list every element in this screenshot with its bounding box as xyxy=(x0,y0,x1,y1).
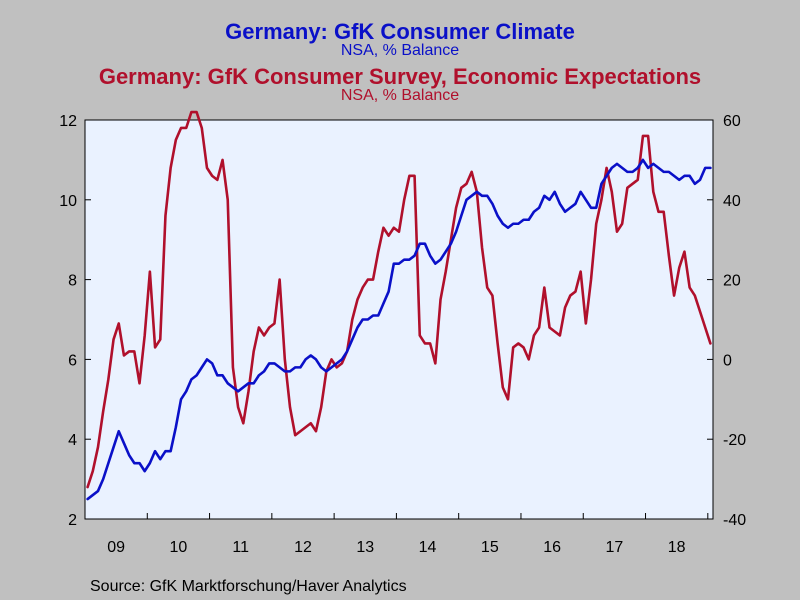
left-axis-tick-label: 2 xyxy=(68,512,77,529)
left-axis-tick-label: 8 xyxy=(68,273,77,290)
x-axis-tick-label: 11 xyxy=(232,539,249,556)
source-note: Source: GfK Marktforschung/Haver Analyti… xyxy=(90,578,407,595)
x-axis-tick-label: 10 xyxy=(170,539,188,556)
right-axis-tick-label: 0 xyxy=(723,352,732,369)
right-axis-tick-label: 20 xyxy=(723,273,741,290)
x-axis-tick-label: 18 xyxy=(668,539,686,556)
left-axis-tick-label: 10 xyxy=(59,193,77,210)
x-axis-tick-label: 14 xyxy=(419,539,437,556)
right-axis-tick-label: -40 xyxy=(723,512,746,529)
right-axis-tick-label: -20 xyxy=(723,432,746,449)
chart-title-secondary: Germany: GfK Consumer Survey, Economic E… xyxy=(98,64,702,89)
series-line-economic-expectations xyxy=(86,110,712,489)
series-line-consumer-climate xyxy=(86,158,712,501)
x-axis-tick-label: 12 xyxy=(294,539,312,556)
plot-area xyxy=(84,119,714,520)
chart-title-primary: Germany: GfK Consumer Climate xyxy=(225,19,575,44)
right-axis-tick-label: 40 xyxy=(723,193,741,210)
chart-subtitle-primary: NSA, % Balance xyxy=(340,42,460,59)
x-axis-tick-label: 09 xyxy=(107,539,125,556)
chart-subtitle-secondary: NSA, % Balance xyxy=(340,87,460,104)
right-axis-tick-label: 60 xyxy=(723,113,741,130)
left-axis-tick-label: 6 xyxy=(68,352,77,369)
x-axis-tick-label: 13 xyxy=(356,539,374,556)
left-axis-tick-label: 12 xyxy=(59,113,77,130)
x-axis-tick-label: 17 xyxy=(605,539,623,556)
x-axis-tick-label: 16 xyxy=(543,539,561,556)
x-axis-tick-label: 15 xyxy=(481,539,499,556)
left-axis-tick-label: 4 xyxy=(68,432,77,449)
